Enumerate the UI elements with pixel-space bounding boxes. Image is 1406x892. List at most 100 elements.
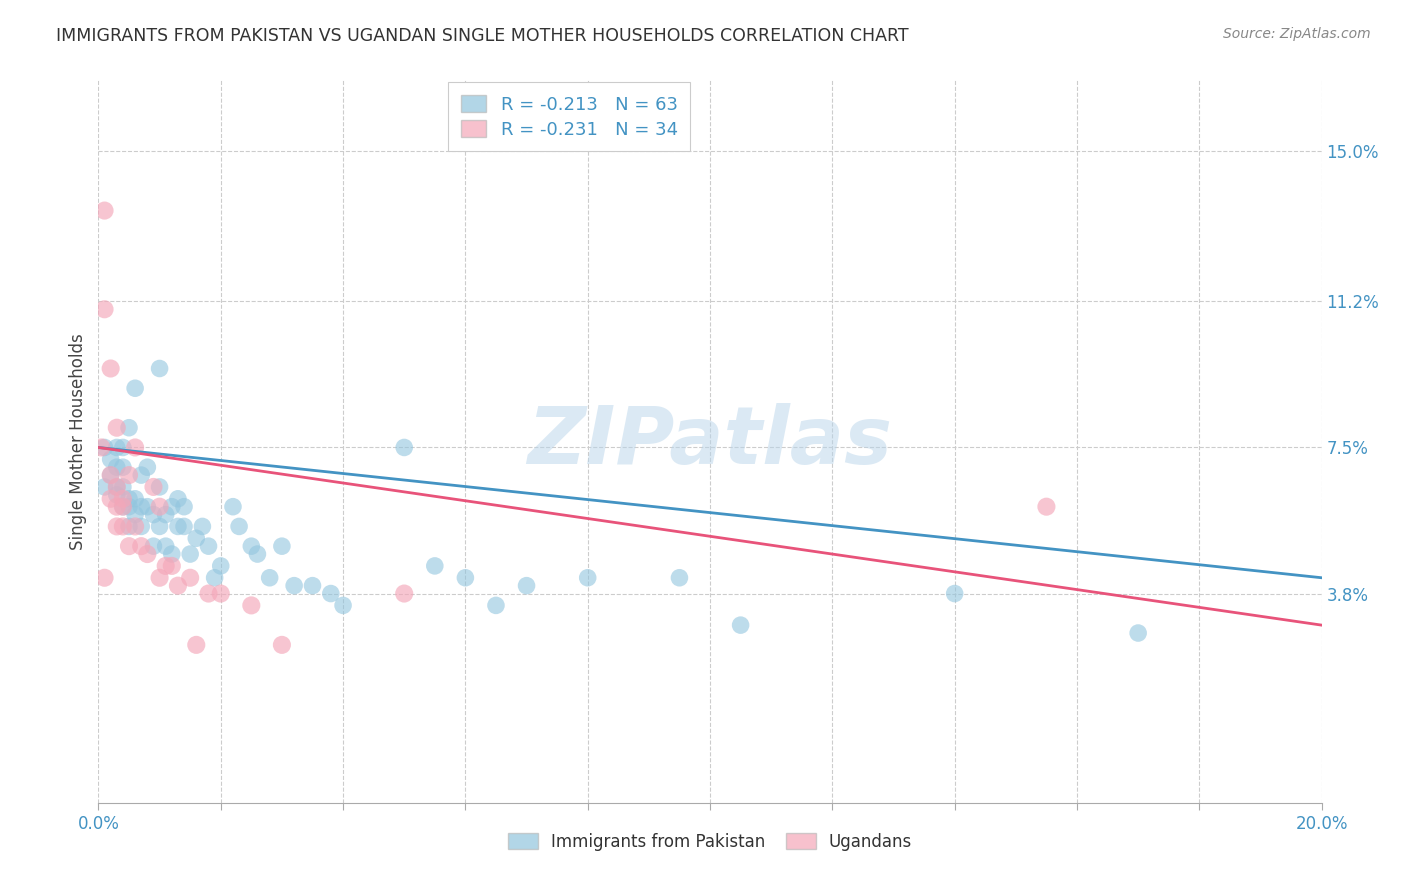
Point [173,519,195,533]
Point [93,203,115,218]
Text: Source: ZipAtlas.com: Source: ZipAtlas.com [1223,27,1371,41]
Point [423,558,446,573]
Point [186,531,208,545]
Point [124,441,146,455]
Point [124,519,146,533]
Point [142,539,165,553]
Point [111,519,134,533]
Point [160,547,183,561]
Point [155,558,177,573]
Point [118,519,141,533]
Point [1128,626,1150,640]
Point [454,571,477,585]
Point [149,361,172,376]
Point [730,618,752,632]
Point [160,500,183,514]
Point [124,491,146,506]
Point [392,441,416,455]
Point [943,586,966,600]
Point [392,586,416,600]
Point [1035,500,1057,514]
Point [118,468,141,483]
Point [93,302,115,317]
Point [179,547,201,561]
Point [516,579,538,593]
Point [93,441,115,455]
Point [149,480,172,494]
Y-axis label: Single Mother Households: Single Mother Households [69,334,87,549]
Point [240,539,263,553]
Point [246,547,269,561]
Point [576,571,599,585]
Point [100,452,122,467]
Point [142,480,165,494]
Point [283,579,305,593]
Text: IMMIGRANTS FROM PAKISTAN VS UGANDAN SINGLE MOTHER HOUSEHOLDS CORRELATION CHART: IMMIGRANTS FROM PAKISTAN VS UGANDAN SING… [56,27,908,45]
Point [149,571,172,585]
Point [167,491,190,506]
Point [186,638,208,652]
Point [155,539,177,553]
Point [129,468,152,483]
Point [160,558,183,573]
Point [240,599,263,613]
Point [118,539,141,553]
Point [197,539,219,553]
Point [105,500,128,514]
Point [129,539,152,553]
Point [332,599,354,613]
Point [173,500,195,514]
Point [111,491,134,506]
Point [668,571,690,585]
Point [124,508,146,522]
Point [149,519,172,533]
Point [319,586,342,600]
Point [270,539,292,553]
Legend: Immigrants from Pakistan, Ugandans: Immigrants from Pakistan, Ugandans [499,825,921,860]
Point [222,500,245,514]
Point [485,599,508,613]
Point [209,558,232,573]
Point [105,488,128,502]
Point [90,441,112,455]
Point [105,421,128,435]
Point [124,381,146,395]
Point [129,500,152,514]
Point [105,460,128,475]
Point [105,480,128,494]
Point [142,508,165,522]
Point [136,547,159,561]
Point [228,519,250,533]
Point [259,571,281,585]
Point [105,441,128,455]
Point [100,491,122,506]
Point [197,586,219,600]
Point [136,500,159,514]
Point [270,638,292,652]
Point [118,500,141,514]
Point [179,571,201,585]
Point [111,500,134,514]
Point [167,579,190,593]
Point [100,468,122,483]
Point [105,519,128,533]
Point [100,361,122,376]
Point [118,491,141,506]
Point [209,586,232,600]
Point [301,579,323,593]
Point [111,480,134,494]
Point [111,460,134,475]
Point [155,508,177,522]
Point [204,571,226,585]
Text: ZIPatlas: ZIPatlas [527,402,893,481]
Point [105,480,128,494]
Point [129,519,152,533]
Point [93,571,115,585]
Point [100,468,122,483]
Point [118,421,141,435]
Point [111,441,134,455]
Point [167,519,190,533]
Point [93,480,115,494]
Point [111,500,134,514]
Point [149,500,172,514]
